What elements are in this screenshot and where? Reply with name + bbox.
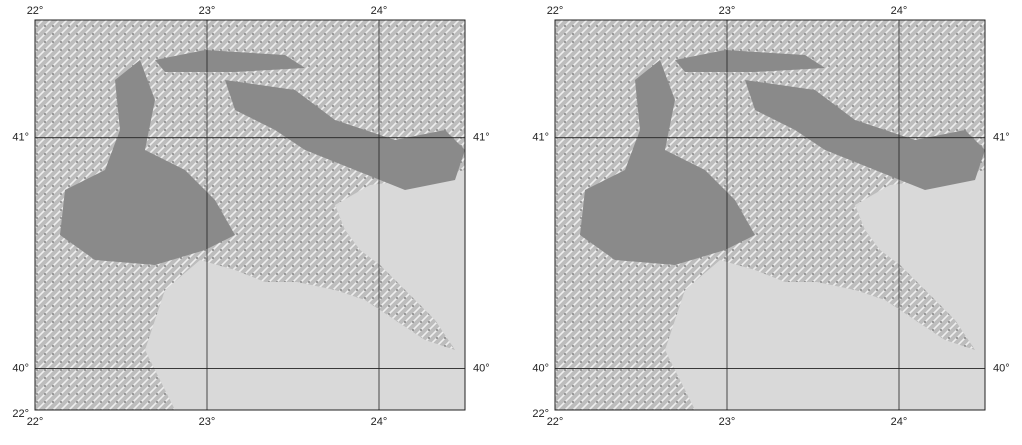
lat-tick-label: 40°: [12, 362, 29, 374]
lake: [745, 80, 985, 190]
map-panel: 22°22°23°23°24°24°41° 41°40° 40°22°: [12, 5, 489, 428]
lat-tick-label: 40°: [473, 362, 490, 374]
lake: [225, 80, 465, 190]
lat-tick-label: 41°: [473, 132, 490, 144]
lon-tick-label: 22°: [27, 5, 44, 17]
lake: [60, 60, 235, 265]
lon-tick-label: 24°: [371, 416, 388, 428]
lat-tick-label: 41°: [12, 132, 29, 144]
lake: [580, 60, 755, 265]
lon-tick-label: 23°: [719, 5, 736, 17]
lon-tick-label: 23°: [199, 416, 216, 428]
sea: [665, 170, 985, 410]
lon-tick-label: 23°: [199, 5, 216, 17]
lon-tick-label: 22°: [547, 5, 564, 17]
lon-tick-label: 24°: [891, 416, 908, 428]
corner-label: 22°: [12, 408, 29, 420]
lake: [155, 50, 305, 72]
lon-tick-label: 24°: [891, 5, 908, 17]
map-panel: 22°22°23°23°24°24°41° 41°40° 40°22°: [532, 5, 1009, 428]
lat-tick-label: 41°: [532, 132, 549, 144]
lat-tick-label: 40°: [532, 362, 549, 374]
lon-tick-label: 22°: [27, 416, 44, 428]
lat-tick-label: 41°: [993, 132, 1010, 144]
lon-tick-label: 24°: [371, 5, 388, 17]
lon-tick-label: 23°: [719, 416, 736, 428]
lat-tick-label: 40°: [993, 362, 1010, 374]
corner-label: 22°: [532, 408, 549, 420]
sea: [145, 170, 465, 410]
lake: [675, 50, 825, 72]
lon-tick-label: 22°: [547, 416, 564, 428]
